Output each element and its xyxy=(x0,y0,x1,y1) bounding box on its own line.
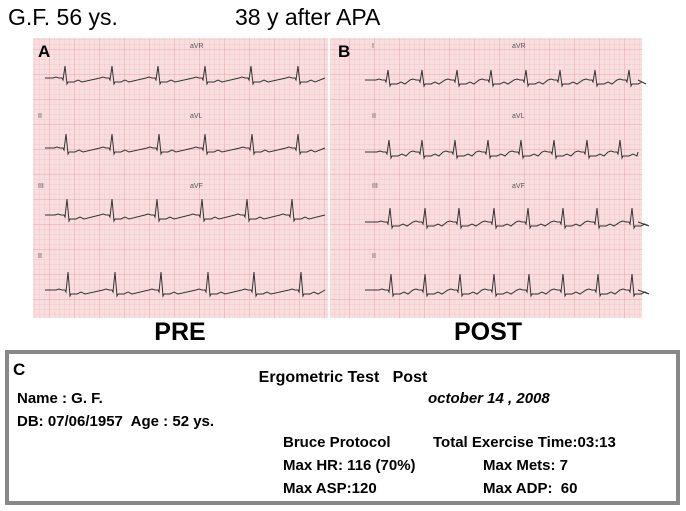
panel-letter: B xyxy=(338,42,350,61)
ecg-panel-b xyxy=(330,38,642,318)
lead-label: aVF xyxy=(512,183,525,190)
lead-label: aVR xyxy=(512,43,526,50)
report-protocol: Bruce Protocol xyxy=(283,434,391,451)
ecg-trace xyxy=(45,133,326,156)
patient: G.F. 56 ys. xyxy=(8,4,118,30)
ecg-panel-a xyxy=(33,38,328,318)
ecg-trace xyxy=(365,139,639,160)
lead-label: II xyxy=(372,113,376,120)
ecg-traces xyxy=(45,65,650,298)
lead-label: II xyxy=(38,253,42,260)
lead-label: aVL xyxy=(190,113,203,120)
panel-letter: A xyxy=(38,42,50,61)
subtitle: 38 y after APA xyxy=(235,4,381,30)
ecg-trace xyxy=(45,271,326,298)
lead-label: II xyxy=(38,113,42,120)
report-max-asp: Max ASP:120 xyxy=(283,480,377,497)
report-name: Name : G. F. xyxy=(17,390,103,407)
lead-label: III xyxy=(372,183,378,190)
panel-caption: POST xyxy=(454,318,522,346)
ecg-trace xyxy=(45,65,326,86)
ecg-grid xyxy=(330,38,642,318)
report-date: october 14 , 2008 xyxy=(428,390,550,407)
lead-label: III xyxy=(38,183,44,190)
ecg-grid xyxy=(33,38,328,318)
ecg-trace xyxy=(45,198,326,223)
ecg-trace xyxy=(365,207,650,230)
panel-letter: C xyxy=(13,360,25,379)
lead-label: I xyxy=(372,43,374,50)
report-max-adp: Max ADP: 60 xyxy=(483,480,577,497)
report-max-hr: Max HR: 116 (70%) xyxy=(283,457,416,474)
lead-label: II xyxy=(372,253,376,260)
ecg-trace xyxy=(365,273,650,298)
lead-label: aVR xyxy=(190,43,204,50)
report-box xyxy=(5,350,680,505)
lead-label: aVF xyxy=(190,183,203,190)
panel-caption: PRE xyxy=(154,318,205,346)
report-birth: DB: 07/06/1957 Age : 52 ys. xyxy=(17,413,214,430)
report-title: Ergometric Test Post xyxy=(259,369,428,386)
lead-label: aVL xyxy=(512,113,525,120)
ecg-trace xyxy=(365,69,647,88)
report-max-mets: Max Mets: 7 xyxy=(483,457,568,474)
report-exercise-time: Total Exercise Time:03:13 xyxy=(433,434,616,451)
